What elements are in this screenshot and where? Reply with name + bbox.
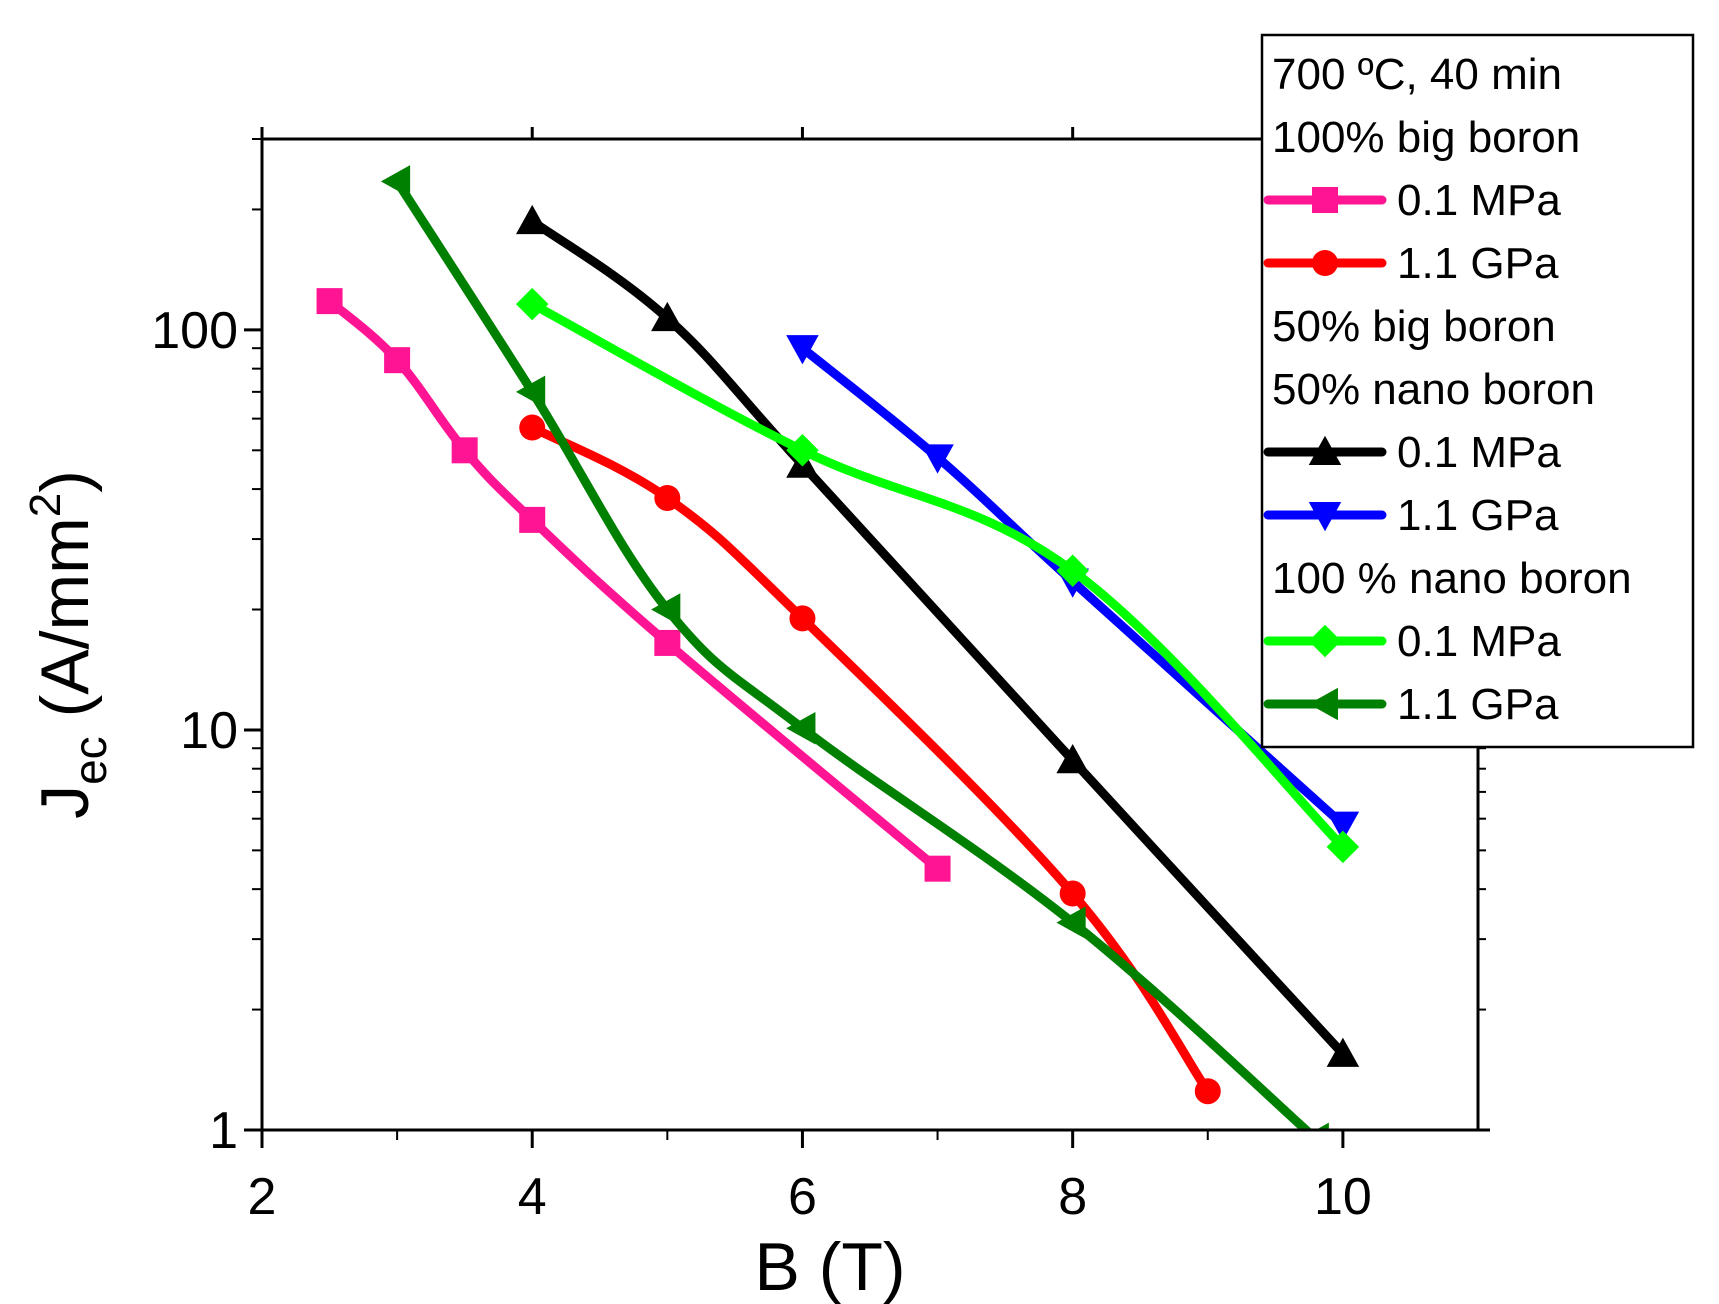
x-tick-label: 6	[788, 1168, 817, 1226]
series-1	[519, 414, 1221, 1105]
y-axis-label-part: 2	[21, 493, 70, 517]
data-point	[654, 484, 681, 511]
x-tick-label: 4	[518, 1168, 547, 1226]
data-point	[786, 335, 819, 365]
data-point	[1059, 880, 1086, 907]
data-point	[654, 629, 681, 656]
legend-swatch-marker	[1312, 250, 1338, 276]
series-line	[527, 299, 1348, 852]
data-point	[1326, 1037, 1360, 1067]
legend-header: 50% big boron	[1272, 302, 1556, 351]
y-axis-label-part: )	[27, 470, 103, 493]
legend-label: 0.1 MPa	[1397, 428, 1561, 477]
legend-header: 100 % nano boron	[1272, 554, 1632, 603]
data-point	[789, 605, 816, 632]
y-axis-label: Jec (A/mm2)	[21, 470, 116, 819]
data-point	[384, 347, 411, 374]
legend-swatch-marker	[1308, 624, 1342, 658]
y-axis-label-part: J	[27, 785, 103, 819]
legend-label: 0.1 MPa	[1397, 617, 1561, 666]
legend-header: 700 ºC, 40 min	[1272, 50, 1562, 99]
series-0	[316, 288, 951, 882]
data-point	[1326, 811, 1360, 841]
data-point	[451, 437, 478, 464]
legend-swatch-marker	[1312, 187, 1338, 213]
data-point	[316, 288, 343, 315]
legend-box	[1260, 33, 1695, 749]
legend-swatch-marker	[1308, 435, 1342, 465]
x-tick-label: 10	[1314, 1168, 1372, 1226]
series-line	[392, 176, 1313, 1130]
y-tick-label: 10	[180, 702, 238, 760]
y-tick-label: 100	[151, 302, 238, 360]
data-point	[515, 375, 546, 409]
legend-swatch-marker	[1308, 687, 1338, 721]
legend: 700 ºC, 40 min 100% big boron 0.1 MPa 1.1 G…	[1260, 33, 1695, 749]
data-point	[651, 301, 684, 332]
series-2	[515, 204, 1360, 1067]
x-axis-label: B (T)	[754, 1229, 905, 1304]
series-layer	[316, 165, 1360, 1130]
data-point	[515, 287, 549, 321]
data-point	[519, 414, 546, 441]
legend-header: 100% big boron	[1272, 113, 1580, 162]
y-axis-label-part: ec	[64, 736, 116, 785]
x-tick-label: 2	[248, 1168, 277, 1226]
y-tick-label: 1	[209, 1102, 238, 1160]
data-point	[515, 204, 549, 235]
data-point	[651, 593, 681, 626]
series-5	[380, 165, 1329, 1130]
data-point	[1056, 906, 1086, 939]
series-line	[527, 423, 1213, 1096]
data-point	[1194, 1078, 1221, 1105]
legend-header: 50% nano boron	[1272, 365, 1595, 414]
data-point	[1056, 743, 1089, 774]
data-point	[1056, 554, 1089, 587]
data-point	[380, 165, 411, 198]
legend-label: 0.1 MPa	[1397, 176, 1561, 225]
legend-swatch-marker	[1308, 502, 1342, 532]
x-tick-label: 8	[1058, 1168, 1087, 1226]
series-line	[527, 216, 1348, 1059]
data-point	[1315, 1122, 1329, 1130]
series-4	[515, 287, 1360, 864]
y-axis-label-part: (A/mm	[27, 517, 103, 736]
legend-label: 1.1 GPa	[1397, 239, 1559, 288]
data-point	[921, 444, 954, 474]
data-point	[1326, 830, 1360, 864]
data-point	[519, 506, 546, 533]
legend-label: 1.1 GPa	[1397, 491, 1559, 540]
legend-label: 1.1 GPa	[1397, 680, 1559, 729]
data-point	[924, 855, 951, 882]
data-point	[786, 711, 816, 745]
data-point	[786, 434, 819, 467]
series-clip-group	[316, 165, 1360, 1130]
